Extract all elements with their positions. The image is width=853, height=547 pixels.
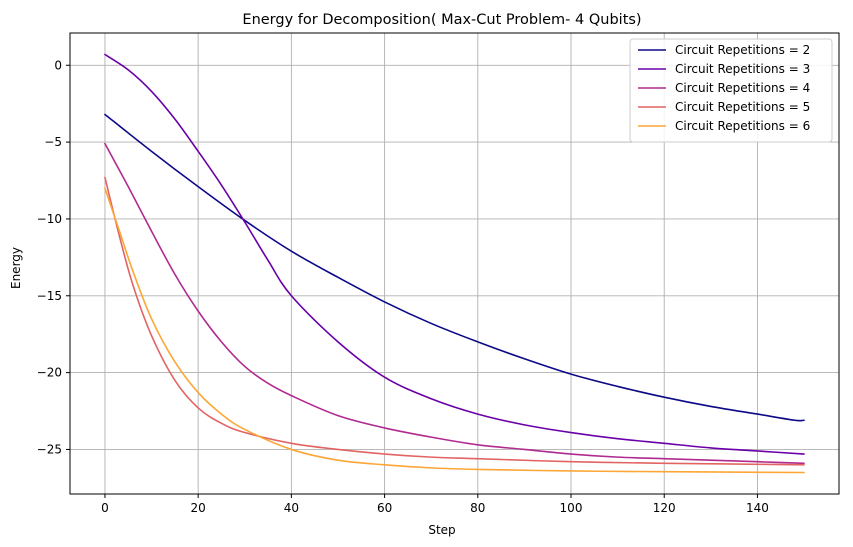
y-tick-label: −25 [37, 442, 62, 456]
series-line-4 [104, 176, 805, 466]
x-tick-label: 0 [101, 501, 109, 515]
y-tick-label: −20 [37, 366, 62, 380]
plot-frame [69, 32, 840, 495]
x-tick-label: 100 [560, 501, 583, 515]
series-line-3 [104, 142, 805, 465]
legend-entry-label: Circuit Repetitions = 5 [675, 100, 810, 114]
y-tick-label: −5 [44, 135, 62, 149]
legend: Circuit Repetitions = 2 Circuit Repetitio… [629, 38, 833, 143]
x-tick-label: 80 [470, 501, 485, 515]
chart-title: Energy for Decomposition( Max-Cut Proble… [242, 12, 641, 28]
x-tick-label: 120 [653, 501, 676, 515]
y-axis-label: Energy [9, 247, 23, 289]
y-tick-label: −15 [37, 289, 62, 303]
series-line-1 [104, 113, 805, 422]
y-tick-label: −10 [37, 212, 62, 226]
x-tick-label: 20 [191, 501, 206, 515]
tick-layer: 0 20 40 60 80 100 120 140 0 −5 −10 −15 −20 −25 [37, 58, 769, 515]
series-line-5 [104, 187, 805, 474]
series-line-2 [104, 53, 805, 455]
legend-entry-label: Circuit Repetitions = 4 [675, 81, 810, 95]
legend-entry-label: Circuit Repetitions = 2 [675, 43, 810, 57]
series-layer [104, 53, 805, 474]
legend-box [629, 38, 833, 143]
x-tick-label: 40 [284, 501, 299, 515]
x-tick-label: 60 [377, 501, 392, 515]
x-axis-label: Step [428, 523, 455, 537]
y-tick-label: 0 [54, 58, 62, 72]
legend-entry-label: Circuit Repetitions = 3 [675, 62, 810, 76]
x-tick-label: 140 [746, 501, 769, 515]
legend-entry-label: Circuit Repetitions = 6 [675, 119, 810, 133]
